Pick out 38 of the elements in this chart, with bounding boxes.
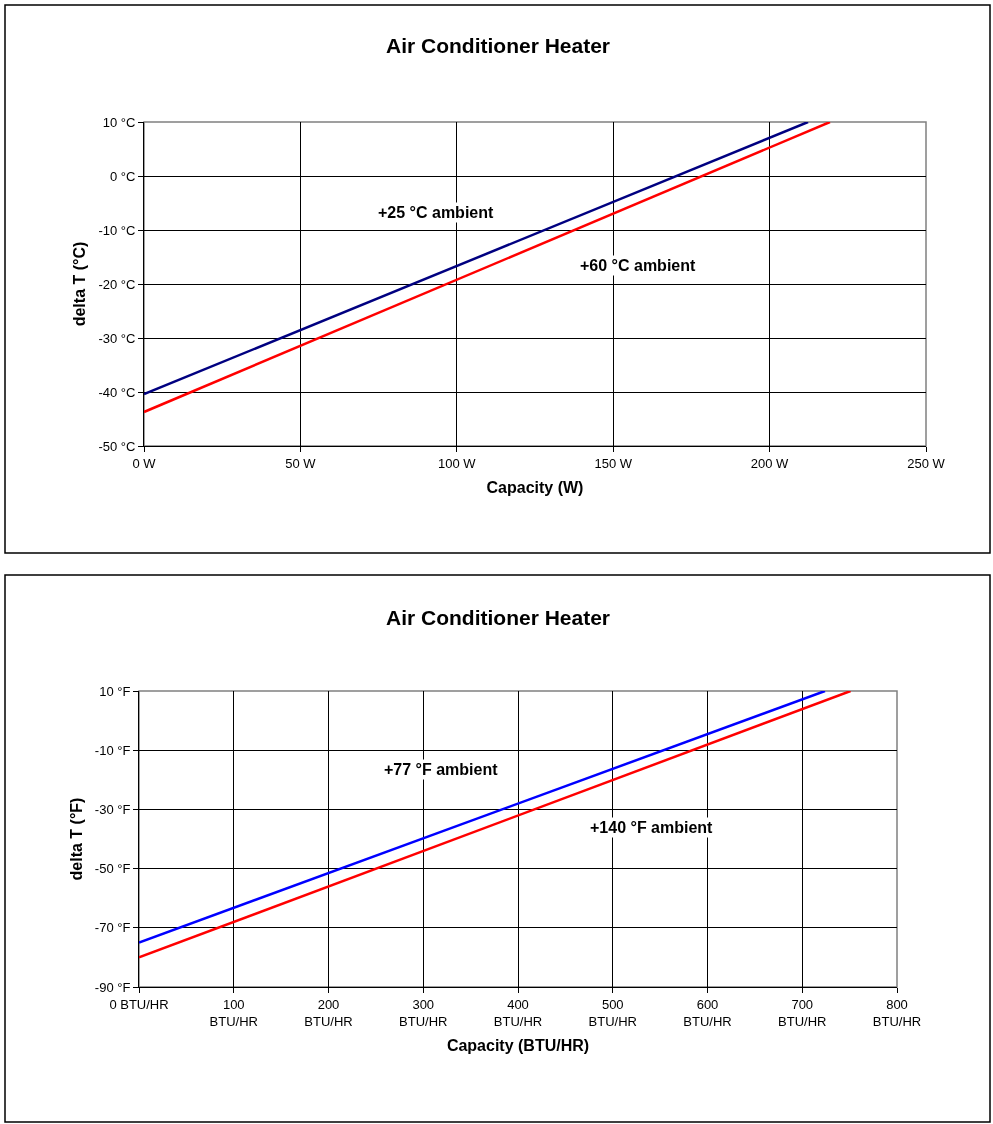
y-axis-title: delta T (°C) (71, 241, 89, 327)
x-tick-label: 500 BTU/HR (588, 996, 637, 1029)
series-label: +60 °C ambient (580, 257, 696, 274)
x-tick-label: 200 W (750, 455, 790, 471)
y-tick-label: -30 °F (94, 801, 131, 817)
series-label: +25 °C ambient (378, 204, 494, 221)
y-tick-label: -90 °F (94, 979, 131, 995)
x-tick-label: 600 BTU/HR (683, 996, 732, 1029)
y-tick-label: -40 °C (98, 384, 136, 400)
x-tick-label: 0 BTU/HR (109, 996, 169, 1012)
x-tick-label: 700 BTU/HR (778, 996, 827, 1029)
x-axis-title: Capacity (BTU/HR) (446, 1037, 590, 1055)
y-tick-label: 10 °C (102, 114, 136, 130)
chart-title: Air Conditioner Heater (386, 34, 611, 57)
y-tick-label: 0 °C (109, 168, 136, 184)
x-tick-label: 50 W (285, 455, 317, 471)
x-tick-label: 800 BTU/HR (872, 996, 922, 1029)
x-tick-label: 200 BTU/HR (304, 996, 353, 1029)
y-tick-label: -20 °C (98, 276, 136, 292)
x-tick-label: 250 W (907, 455, 946, 471)
chart-title: Air Conditioner Heater (386, 606, 611, 629)
y-tick-label: 10 °F (99, 683, 131, 699)
series-label: +77 °F ambient (384, 761, 499, 778)
y-tick-label: -10 °C (98, 222, 136, 238)
y-tick-label: -30 °C (98, 330, 136, 346)
x-tick-label: 300 BTU/HR (399, 996, 448, 1029)
x-tick-label: 0 W (132, 455, 157, 471)
x-tick-label: 100 BTU/HR (209, 996, 258, 1029)
x-tick-label: 400 BTU/HR (493, 996, 543, 1029)
y-axis-title: delta T (°F) (67, 797, 85, 881)
series-label: +140 °F ambient (590, 819, 714, 836)
y-tick-label: -70 °F (94, 920, 131, 936)
x-axis-title: Capacity (W) (486, 479, 584, 497)
x-tick-label: 150 W (594, 455, 633, 471)
y-tick-label: -10 °F (94, 742, 131, 758)
y-tick-label: -50 °F (94, 861, 131, 877)
x-tick-label: 100 W (438, 455, 477, 471)
y-tick-label: -50 °C (98, 438, 136, 454)
